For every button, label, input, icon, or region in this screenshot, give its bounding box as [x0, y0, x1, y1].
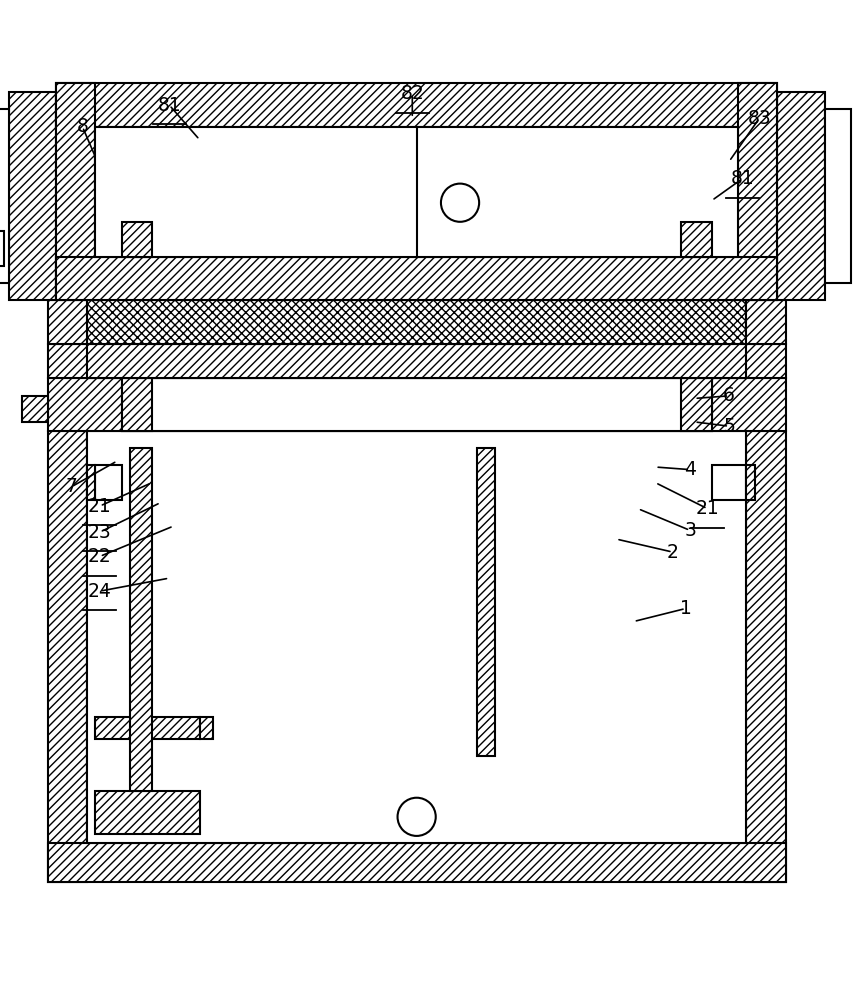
Text: 82: 82: [400, 84, 424, 103]
Bar: [48, 344, 786, 378]
Bar: [56, 257, 777, 300]
Bar: [477, 448, 495, 756]
Bar: [87, 300, 746, 344]
Text: 21: 21: [695, 499, 720, 518]
Text: 21: 21: [88, 497, 112, 516]
Bar: [95, 127, 738, 257]
Text: 81: 81: [730, 169, 754, 188]
Bar: [681, 222, 712, 257]
Bar: [122, 378, 712, 431]
Text: 3: 3: [684, 521, 696, 540]
Bar: [825, 109, 851, 283]
Bar: [95, 717, 200, 739]
Text: 81: 81: [157, 96, 181, 115]
Bar: [56, 83, 777, 127]
Bar: [56, 83, 95, 300]
Circle shape: [441, 184, 479, 222]
Text: 5: 5: [723, 417, 735, 436]
Circle shape: [398, 798, 436, 836]
Bar: [712, 465, 746, 500]
Bar: [122, 222, 152, 257]
Text: 23: 23: [88, 523, 112, 542]
Bar: [95, 465, 122, 500]
Bar: [48, 843, 786, 882]
Text: 22: 22: [88, 547, 112, 566]
Bar: [777, 92, 825, 300]
Bar: [22, 396, 48, 422]
Bar: [122, 378, 152, 431]
Bar: [738, 83, 777, 300]
Bar: [87, 431, 746, 843]
Text: 24: 24: [88, 582, 112, 601]
Text: 83: 83: [747, 109, 772, 128]
Text: 7: 7: [65, 477, 77, 496]
Bar: [48, 431, 87, 882]
Bar: [746, 300, 786, 344]
Bar: [95, 791, 200, 834]
Bar: [0, 109, 9, 283]
Bar: [130, 448, 152, 791]
Bar: [746, 465, 755, 500]
Bar: [9, 92, 56, 300]
Bar: [0, 231, 4, 266]
Bar: [48, 300, 87, 344]
Text: 2: 2: [667, 543, 679, 562]
Bar: [681, 378, 712, 431]
Text: 1: 1: [680, 599, 692, 618]
Bar: [87, 344, 746, 378]
Text: 4: 4: [684, 460, 696, 479]
Text: 6: 6: [723, 386, 735, 405]
Bar: [48, 378, 786, 431]
Text: 8: 8: [76, 117, 89, 136]
Bar: [87, 465, 95, 500]
Bar: [746, 431, 786, 882]
Bar: [200, 717, 213, 739]
